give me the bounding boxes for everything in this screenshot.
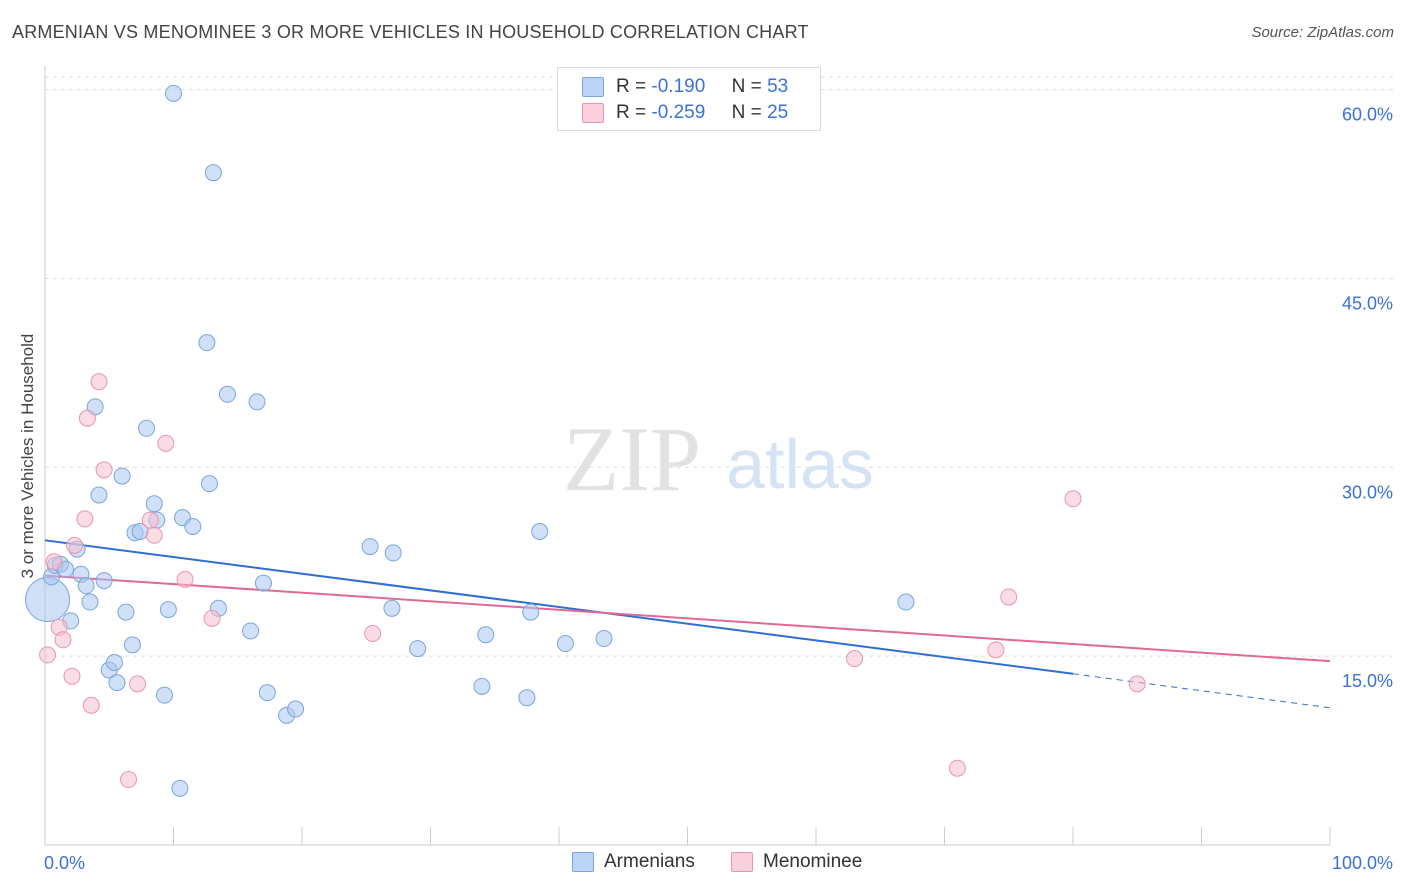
armenians-point (258, 684, 276, 702)
armenians-swatch (582, 77, 604, 97)
armenians-point (159, 601, 177, 619)
menominee-point (1000, 588, 1018, 606)
correlation-legend: R = -0.190 N = 53 R = -0.259 N = 25 (557, 67, 821, 131)
armenians-r-label: R = (616, 76, 647, 97)
armenians-trend-extension (1072, 673, 1331, 709)
menominee-point (948, 759, 966, 777)
points-layer (25, 84, 1146, 797)
menominee-point (203, 609, 221, 627)
axis-layer: 15.0% 30.0% 45.0% 60.0% (44, 66, 1393, 846)
armenians-point (200, 475, 218, 493)
menominee-point (141, 511, 159, 529)
armenians-point (254, 574, 272, 592)
y-tick-label: 15.0% (1342, 671, 1393, 691)
menominee-point (157, 434, 175, 452)
armenians-r-value: -0.190 (651, 76, 706, 97)
menominee-point (364, 624, 382, 642)
source-label: Source: ZipAtlas.com (1251, 24, 1394, 41)
bottom-legend-armenians: Armenians (572, 851, 695, 873)
armenians-point (105, 653, 123, 671)
menominee-r-label: R = (616, 102, 647, 123)
watermark: ZIP atlas (563, 408, 874, 510)
menominee-n-value: 25 (767, 102, 789, 123)
menominee-n-label: N = (731, 102, 762, 123)
armenians-point (81, 593, 99, 611)
menominee-r-value: -0.259 (651, 102, 706, 123)
armenians-legend-label: Armenians (604, 851, 695, 872)
y-tick-label: 60.0% (1342, 105, 1393, 125)
chart-title: ARMENIAN VS MENOMINEE 3 OR MORE VEHICLES… (12, 22, 809, 42)
menominee-swatch (582, 103, 604, 123)
menominee-point (39, 646, 57, 664)
armenians-point (171, 779, 189, 797)
menominee-point (45, 553, 63, 571)
menominee-point (54, 631, 72, 649)
armenians-point (117, 603, 135, 621)
armenians-legend-swatch (572, 852, 594, 872)
menominee-point (1128, 675, 1146, 693)
menominee-point (63, 667, 81, 685)
armenians-point (108, 674, 126, 692)
armenians-point (77, 577, 95, 595)
menominee-point (145, 526, 163, 544)
menominee-point (78, 409, 96, 427)
menominee-point (95, 461, 113, 479)
armenians-point (595, 630, 613, 648)
grid-layer (45, 76, 1393, 657)
armenians-point (287, 700, 305, 718)
armenians-point (138, 419, 156, 437)
armenians-point (113, 467, 131, 485)
menominee-point (82, 696, 100, 714)
legend-row-armenians: R = -0.190 N = 53 (582, 76, 788, 100)
armenians-point (477, 626, 495, 644)
armenians-point (165, 84, 182, 102)
armenians-point (145, 495, 163, 513)
watermark-zip: ZIP (563, 408, 701, 510)
y-tick-label: 45.0% (1342, 293, 1393, 313)
armenians-point (123, 636, 141, 654)
menominee-legend-swatch (731, 852, 753, 872)
menominee-legend-label: Menominee (763, 851, 863, 872)
menominee-point (987, 641, 1005, 659)
menominee-point (66, 536, 84, 554)
menominee-trend-line (44, 574, 1331, 663)
menominee-point (176, 570, 194, 588)
armenians-point (531, 523, 549, 541)
armenians-point (384, 544, 402, 562)
watermark-atlas: atlas (726, 425, 874, 503)
menominee-point (120, 771, 138, 789)
armenians-point (361, 538, 379, 556)
armenians-n-value: 53 (767, 76, 789, 97)
y-tick-label: 30.0% (1342, 482, 1393, 502)
armenians-point (473, 677, 491, 695)
armenians-point (518, 689, 536, 707)
armenians-point (383, 599, 401, 617)
armenians-n-label: N = (731, 76, 762, 97)
menominee-point (76, 510, 94, 528)
armenians-point (204, 164, 222, 182)
bottom-legend-menominee: Menominee (731, 851, 862, 873)
armenians-point (218, 385, 236, 403)
armenians-point (156, 686, 174, 704)
x-tick-label-min: 0.0% (44, 853, 85, 873)
armenians-point (522, 603, 540, 621)
legend-row-menominee: R = -0.259 N = 25 (582, 102, 788, 126)
menominee-point (1064, 490, 1082, 508)
x-tick-label-max: 100.0% (1332, 853, 1393, 873)
armenians-trend-line (44, 539, 1074, 675)
menominee-point (846, 650, 864, 668)
y-axis-label: 3 or more Vehicles in Household (18, 334, 37, 579)
armenians-point (248, 393, 266, 411)
armenians-point (90, 486, 108, 504)
armenians-point (95, 572, 113, 590)
menominee-point (129, 675, 147, 693)
armenians-point (198, 334, 216, 352)
armenians-point (556, 635, 574, 653)
armenians-point (409, 640, 427, 658)
armenians-point (184, 517, 202, 535)
armenians-point (242, 622, 260, 640)
armenians-point (897, 593, 915, 611)
menominee-point (90, 373, 108, 391)
